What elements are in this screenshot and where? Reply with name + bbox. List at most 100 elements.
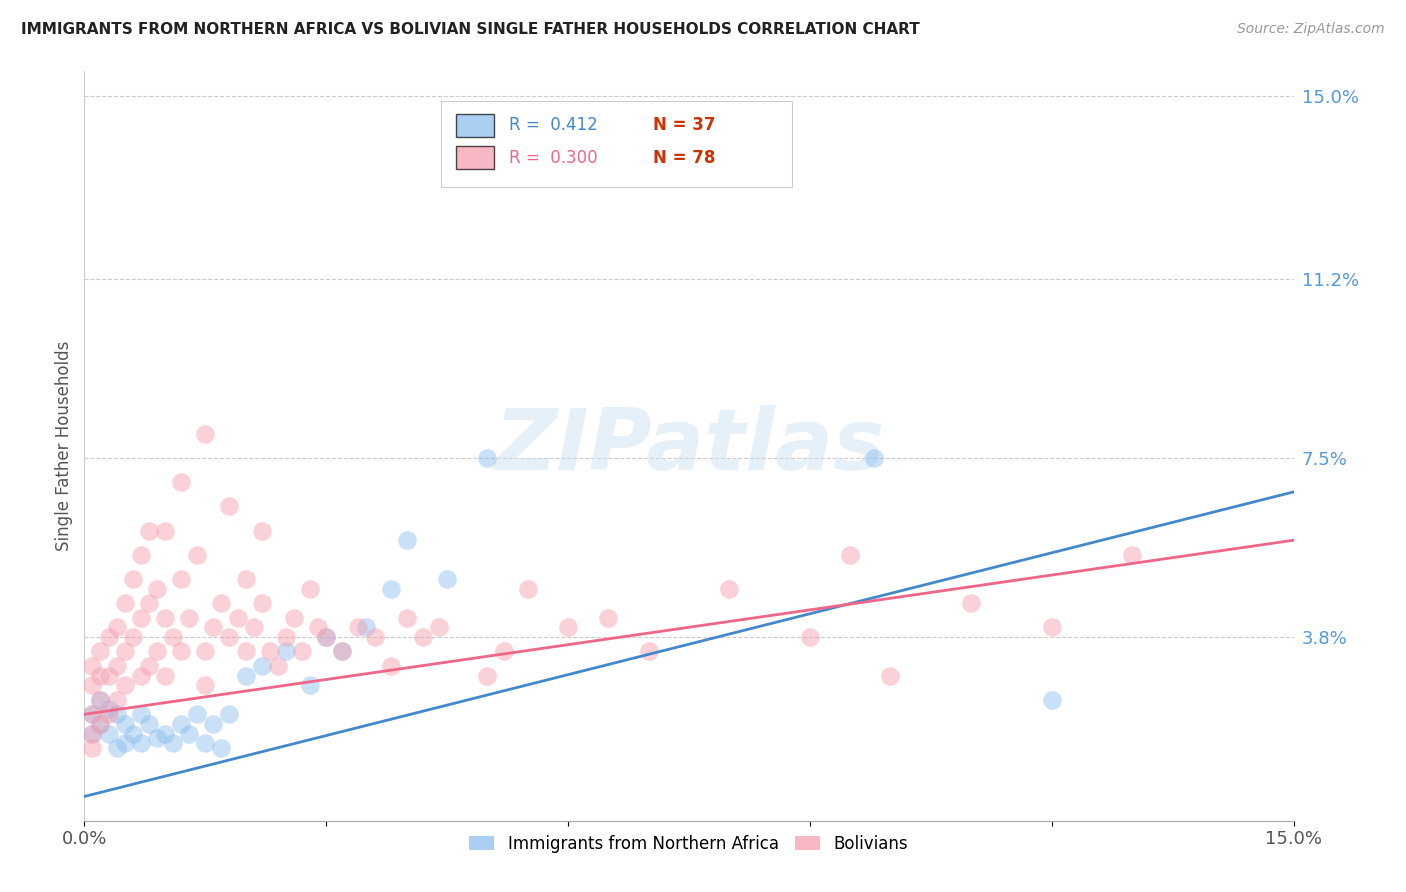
- Point: [879, 668, 901, 682]
- Point: [121, 726, 143, 740]
- Point: [129, 736, 152, 750]
- Point: [186, 707, 208, 722]
- Point: [129, 548, 152, 562]
- Point: [153, 726, 176, 740]
- Point: [307, 620, 329, 634]
- Point: [1121, 548, 1143, 562]
- Point: [129, 668, 152, 682]
- Point: [274, 630, 297, 644]
- Point: [356, 620, 378, 634]
- Point: [380, 582, 402, 596]
- Point: [170, 717, 193, 731]
- Point: [153, 668, 176, 682]
- Point: [146, 731, 169, 746]
- Point: [267, 659, 290, 673]
- Point: [153, 610, 176, 624]
- Point: [89, 644, 111, 658]
- Text: N = 37: N = 37: [652, 116, 716, 135]
- FancyBboxPatch shape: [441, 102, 792, 187]
- Text: ZIPatlas: ZIPatlas: [494, 404, 884, 488]
- Point: [218, 707, 240, 722]
- Point: [209, 741, 232, 756]
- Point: [105, 659, 128, 673]
- Text: IMMIGRANTS FROM NORTHERN AFRICA VS BOLIVIAN SINGLE FATHER HOUSEHOLDS CORRELATION: IMMIGRANTS FROM NORTHERN AFRICA VS BOLIV…: [21, 22, 920, 37]
- Point: [799, 630, 821, 644]
- Point: [114, 678, 136, 692]
- Point: [82, 726, 104, 740]
- Point: [202, 717, 225, 731]
- Point: [146, 644, 169, 658]
- Point: [315, 630, 337, 644]
- Point: [105, 693, 128, 707]
- Point: [1040, 693, 1063, 707]
- Point: [477, 668, 499, 682]
- Point: [194, 678, 217, 692]
- Point: [291, 644, 314, 658]
- Point: [82, 659, 104, 673]
- Point: [299, 678, 322, 692]
- Point: [97, 630, 120, 644]
- Point: [235, 572, 257, 586]
- Text: N = 78: N = 78: [652, 149, 716, 167]
- Point: [89, 693, 111, 707]
- Point: [162, 630, 184, 644]
- Point: [259, 644, 281, 658]
- Point: [718, 582, 741, 596]
- Point: [202, 620, 225, 634]
- Point: [97, 726, 120, 740]
- Point: [89, 717, 111, 731]
- Point: [347, 620, 370, 634]
- Point: [315, 630, 337, 644]
- FancyBboxPatch shape: [456, 146, 495, 169]
- Point: [170, 572, 193, 586]
- Point: [186, 548, 208, 562]
- Point: [138, 717, 160, 731]
- Point: [114, 736, 136, 750]
- Point: [427, 620, 450, 634]
- Text: Source: ZipAtlas.com: Source: ZipAtlas.com: [1237, 22, 1385, 37]
- Point: [114, 596, 136, 610]
- Point: [146, 582, 169, 596]
- Point: [129, 610, 152, 624]
- Point: [89, 717, 111, 731]
- Point: [274, 644, 297, 658]
- Point: [436, 572, 458, 586]
- Point: [89, 668, 111, 682]
- Point: [89, 693, 111, 707]
- Point: [330, 644, 353, 658]
- Point: [138, 659, 160, 673]
- Point: [114, 644, 136, 658]
- Point: [82, 707, 104, 722]
- Point: [209, 596, 232, 610]
- FancyBboxPatch shape: [456, 114, 495, 136]
- Point: [1040, 620, 1063, 634]
- Point: [121, 572, 143, 586]
- Point: [153, 524, 176, 538]
- Point: [194, 426, 217, 441]
- Point: [218, 630, 240, 644]
- Point: [863, 451, 886, 466]
- Point: [839, 548, 862, 562]
- Point: [105, 741, 128, 756]
- Point: [82, 707, 104, 722]
- Point: [226, 610, 249, 624]
- Text: R =  0.300: R = 0.300: [509, 149, 598, 167]
- Point: [218, 500, 240, 514]
- Text: R =  0.412: R = 0.412: [509, 116, 598, 135]
- Point: [82, 726, 104, 740]
- Point: [492, 644, 515, 658]
- Point: [637, 644, 659, 658]
- Point: [557, 620, 579, 634]
- Point: [105, 620, 128, 634]
- Point: [412, 630, 434, 644]
- Point: [598, 610, 620, 624]
- Point: [516, 582, 538, 596]
- Point: [162, 736, 184, 750]
- Point: [235, 644, 257, 658]
- Point: [105, 707, 128, 722]
- Point: [242, 620, 264, 634]
- Point: [477, 451, 499, 466]
- Point: [235, 668, 257, 682]
- Point: [97, 668, 120, 682]
- Point: [97, 707, 120, 722]
